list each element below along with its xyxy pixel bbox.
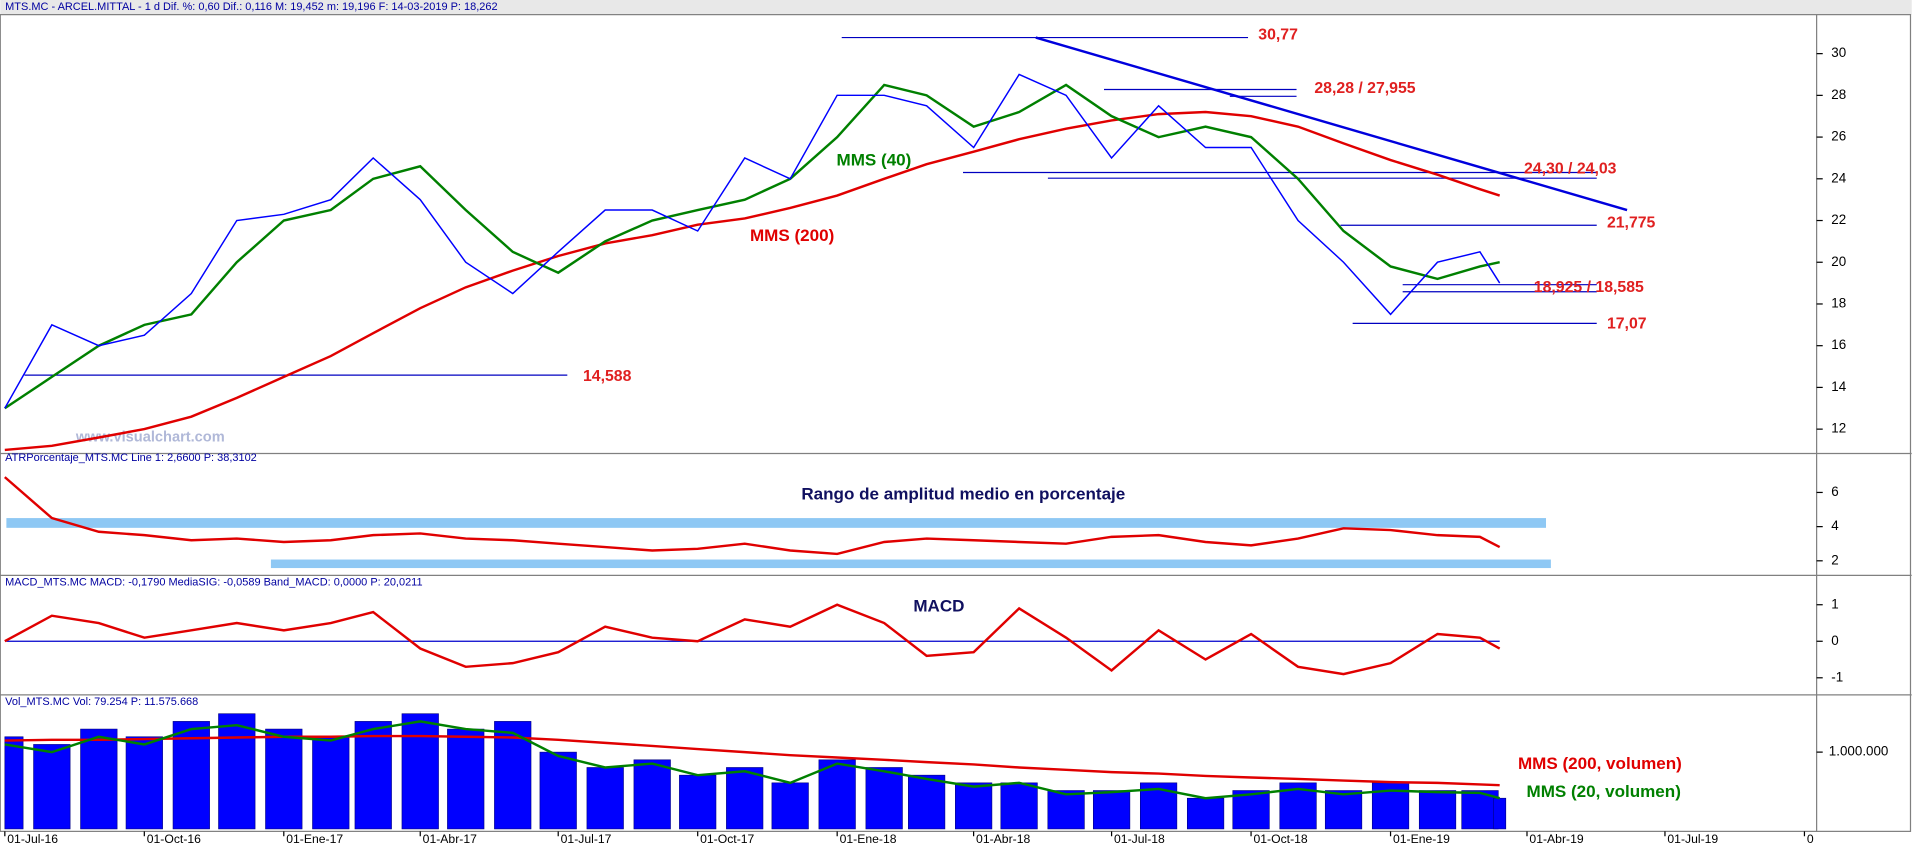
series-label: MMS (200, volumen): [1518, 754, 1682, 773]
x-tick-label: 01-Abr-19: [1529, 832, 1583, 846]
volume-bar: [633, 759, 671, 830]
series-line: [4, 734, 1500, 787]
trendline: [1035, 36, 1628, 212]
volume-bar: [771, 782, 809, 830]
highlight-band: [6, 518, 1547, 528]
series-line: [4, 603, 1501, 676]
volume-bar: [1324, 790, 1363, 830]
x-tick-label: 01-Oct-17: [700, 832, 754, 846]
x-tick-label: 01-Jul-16: [7, 832, 58, 846]
volume-bar: [1232, 790, 1270, 830]
level-label: 17,07: [1607, 315, 1647, 332]
x-tick-label: 01-Ene-17: [286, 832, 343, 846]
header-text: MTS.MC - ARCEL.MITTAL - 1 d Dif. %: 0,60…: [5, 1, 497, 13]
x-tick-label: 01-Jul-17: [561, 832, 612, 846]
y-tick-label: 12: [1831, 421, 1846, 436]
series-label: MMS (40): [837, 150, 912, 169]
series-line: [4, 110, 1501, 452]
volume-bar: [125, 736, 163, 830]
y-tick-label: 6: [1831, 484, 1838, 499]
y-tick-label: 14: [1831, 379, 1846, 394]
volume-bar: [1092, 790, 1131, 830]
y-tick-label: 18: [1831, 296, 1846, 311]
volume-bar: [1493, 797, 1507, 830]
y-tick-label: 20: [1831, 254, 1846, 269]
volume-bar: [447, 728, 485, 830]
y-tick-label: 16: [1831, 337, 1846, 352]
volume-bar: [4, 736, 24, 830]
level-label: 14,588: [583, 368, 632, 385]
level-label: 28,28 / 27,955: [1314, 80, 1415, 97]
y-tick-label: 22: [1831, 212, 1846, 227]
x-tick-label: 01-Oct-18: [1254, 832, 1308, 846]
series-label: MMS (20, volumen): [1527, 782, 1681, 801]
highlight-band: [270, 559, 1551, 569]
y-tick-label: 4: [1831, 518, 1839, 533]
panel-title: Rango de amplitud medio en porcentaje: [801, 484, 1125, 503]
volume-bar: [1000, 782, 1038, 830]
x-tick-label: 01-Abr-18: [976, 832, 1030, 846]
series-line: [4, 720, 1501, 800]
volume-bar: [539, 751, 577, 830]
series-line: [3, 476, 1501, 556]
volume-bar: [312, 736, 350, 830]
x-tick-label: 01-Oct-16: [147, 832, 201, 846]
panel-header: MACD_MTS.MC MACD: -0,1790 MediaSIG: -0,0…: [5, 577, 422, 589]
volume-bar: [586, 767, 624, 830]
series-line: [4, 83, 1500, 410]
level-label: 18,925 / 18,585: [1534, 279, 1644, 296]
series-line: [4, 73, 1501, 409]
level-label: 30,77: [1258, 27, 1298, 44]
y-tick-label: 2: [1831, 552, 1838, 567]
y-tick-label: 30: [1831, 45, 1846, 60]
volume-bar: [679, 774, 717, 830]
volume-bar: [1047, 790, 1085, 830]
volume-bar: [33, 744, 71, 830]
volume-bar: [1186, 797, 1225, 830]
volume-bar: [265, 728, 303, 830]
volume-bar: [1418, 790, 1457, 830]
panel-title: MACD: [913, 597, 964, 616]
x-tick-label: 0: [1807, 832, 1814, 846]
volume-bar: [818, 759, 856, 830]
series-label: MMS (200): [750, 226, 834, 245]
frame: [0, 14, 1912, 832]
watermark: www.visualchart.com: [75, 429, 225, 445]
volume-bar: [726, 767, 764, 830]
x-tick-label: 01-Ene-19: [1393, 832, 1450, 846]
y-tick-label: 24: [1831, 170, 1846, 185]
x-tick-label: 01-Abr-17: [423, 832, 477, 846]
x-tick-label: 01-Jul-18: [1114, 832, 1165, 846]
header-bar: [0, 0, 1912, 15]
x-tick-label: 01-Jul-19: [1667, 832, 1718, 846]
volume-bar: [955, 782, 993, 830]
volume-bar: [80, 728, 118, 830]
y-tick-label: 1: [1831, 596, 1838, 611]
panel-header: ATRPorcentaje_MTS.MC Line 1: 2,6600 P: 3…: [5, 452, 257, 464]
volume-bar: [401, 713, 439, 830]
y-tick-label: 1.000.000: [1829, 744, 1889, 759]
volume-bar: [908, 774, 946, 830]
volume-bar: [218, 713, 256, 830]
level-label: 24,30 / 24,03: [1524, 161, 1617, 178]
y-tick-label: 0: [1831, 633, 1838, 648]
panel-header: Vol_MTS.MC Vol: 79.254 P: 11.575.668: [5, 696, 198, 708]
x-tick-label: 01-Ene-18: [840, 832, 897, 846]
volume-bar: [865, 767, 903, 830]
level-label: 21,775: [1607, 214, 1656, 231]
y-tick-label: 28: [1831, 87, 1846, 102]
y-tick-label: 26: [1831, 129, 1846, 144]
y-tick-label: -1: [1831, 669, 1843, 684]
volume-bar: [354, 721, 392, 830]
